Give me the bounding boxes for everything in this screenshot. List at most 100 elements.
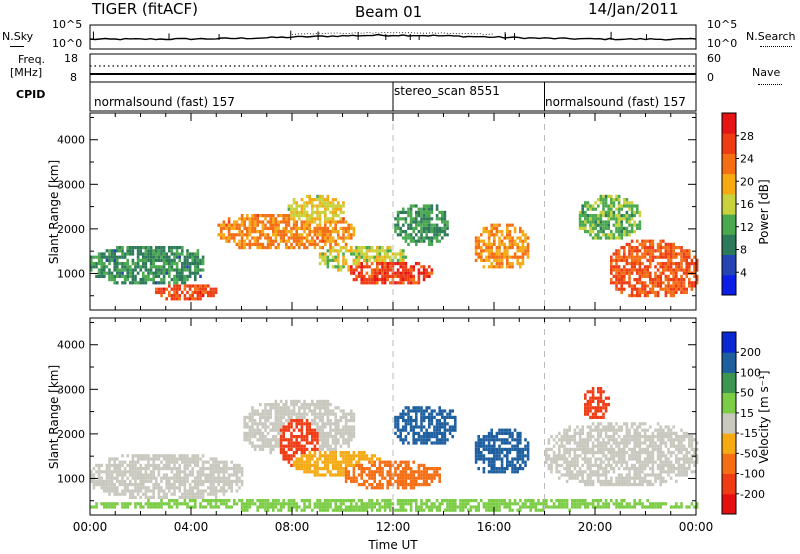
heatmap-cell [113,476,116,480]
heatmap-cell [214,505,218,509]
heatmap-cell [339,499,343,503]
heatmap-cell [324,198,327,202]
heatmap-cell [376,246,379,250]
heatmap-cell [604,479,608,483]
heatmap-cell [261,425,265,429]
heatmap-cell [425,268,428,272]
heatmap-cell [417,470,421,474]
heatmap-cell [625,467,629,471]
heatmap-cell [298,204,301,208]
heatmap-cell [594,451,597,455]
heatmap-cell [365,262,369,266]
heatmap-cell [524,246,527,250]
heatmap-cell [181,457,184,461]
heatmap-cell [404,470,408,474]
heatmap-cell [415,226,418,230]
heatmap-cell [279,412,283,416]
heatmap-cell [298,217,301,221]
heatmap-cell [402,428,405,432]
heatmap-cell [282,438,285,442]
heatmap-cell [162,246,166,250]
heatmap-cell [490,431,493,435]
heatmap-cell [591,479,595,483]
heatmap-cell [490,223,493,227]
heatmap-cell [253,220,257,224]
heatmap-cell [604,226,608,230]
heatmap-cell [422,239,426,243]
heatmap-cell [136,489,140,493]
heatmap-cell [417,463,421,467]
heatmap-cell [131,274,135,278]
heatmap-cell [282,226,285,230]
heatmap-cell [282,447,285,451]
heatmap-cell [633,246,636,250]
heatmap-cell [545,457,548,461]
heatmap-cell [407,431,410,435]
heatmap-cell [152,495,155,499]
heatmap-cell [277,406,280,410]
heatmap-cell [558,447,561,451]
heatmap-cell [474,239,478,243]
heatmap-cell [552,454,556,458]
heatmap-cell [329,435,332,439]
heatmap-cell [292,226,296,230]
heatmap-cell [448,431,452,435]
heatmap-cell [617,441,621,445]
heatmap-cell [160,281,163,285]
heatmap-cell [160,454,163,458]
heatmap-cell [628,242,631,246]
heatmap-cell [181,502,184,506]
heatmap-cell [311,412,314,416]
heatmap-cell [524,239,527,243]
heatmap-cell [545,505,548,509]
heatmap-cell [638,271,642,275]
heatmap-cell [636,262,639,266]
heatmap-cell [402,281,405,285]
heatmap-cell [92,483,96,487]
heatmap-cell [142,486,145,490]
heatmap-cell [300,198,304,202]
heatmap-cell [537,499,540,503]
heatmap-cell [656,294,660,298]
heatmap-cell [191,258,194,262]
heatmap-cell [586,463,590,467]
heatmap-cell [378,463,382,467]
heatmap-cell [513,447,517,451]
heatmap-cell [181,274,184,278]
heatmap-cell [490,467,493,471]
heatmap-cell [188,252,192,256]
heatmap-cell [355,252,358,256]
heatmap-cell [360,473,363,477]
heatmap-cell [108,252,111,256]
heatmap-cell [373,249,376,253]
heatmap-cell [149,470,153,474]
heatmap-cell [495,249,499,253]
heatmap-cell [433,230,436,234]
heatmap-cell [399,262,402,266]
heatmap-cell [581,226,584,230]
heatmap-cell [617,252,621,256]
heatmap-cell [680,252,683,256]
heatmap-cell [238,217,241,221]
heatmap-cell [604,406,608,410]
heatmap-cell [110,457,114,461]
heatmap-cell [386,268,389,272]
heatmap-cell [571,505,574,509]
heatmap-cell [191,290,194,294]
heatmap-cell [279,508,283,512]
heatmap-cell [331,412,335,416]
heatmap-cell [152,252,155,256]
heatmap-cell [337,463,340,467]
heatmap-cell [513,463,517,467]
heatmap-cell [337,233,340,237]
heatmap-cell [623,246,626,250]
heatmap-cell [152,470,155,474]
heatmap-cell [277,419,280,423]
heatmap-cell [487,444,491,448]
heatmap-cell [316,473,319,477]
heatmap-cell [355,454,358,458]
heatmap-cell [581,220,584,224]
heatmap-cell [482,447,486,451]
heatmap-cell [628,207,631,211]
heatmap-cell [357,451,361,455]
